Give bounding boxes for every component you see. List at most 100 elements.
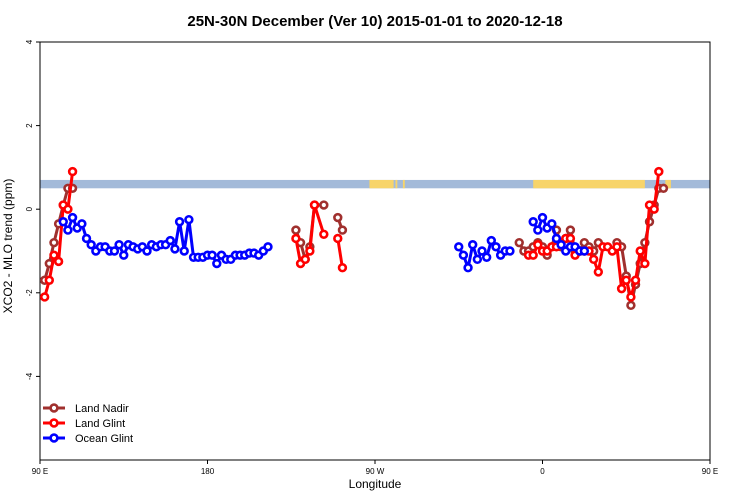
y-axis-label: XCO2 - MLO trend (ppm) <box>1 179 15 314</box>
series-point-2-64 <box>551 233 562 244</box>
series-point-2-0 <box>58 217 68 227</box>
series-point-2-26 <box>179 246 189 256</box>
series-point-2-57 <box>505 246 515 256</box>
land-band-3 <box>533 179 645 189</box>
series-point-2-46 <box>454 242 464 252</box>
legend-marker-0 <box>49 403 59 413</box>
legend-marker-1 <box>49 418 59 428</box>
series-point-0-47 <box>658 183 669 194</box>
series-point-1-6 <box>67 166 78 177</box>
series-point-2-2 <box>67 212 78 223</box>
series-point-2-54 <box>491 242 501 252</box>
x-axis: 90 E 180 90 W 0 90 E <box>32 460 718 476</box>
series-point-2-1 <box>63 225 73 235</box>
series-point-0-2 <box>49 237 59 248</box>
series-point-2-33 <box>212 258 222 269</box>
series-point-2-60 <box>533 225 543 235</box>
series-point-1-2 <box>49 250 59 260</box>
series-point-1-27 <box>565 233 576 244</box>
y-tick-label-0: -4 <box>25 372 34 380</box>
series-point-1-46 <box>654 166 664 177</box>
series-point-1-20 <box>533 240 543 250</box>
land-band-4 <box>665 179 671 189</box>
series-point-1-5 <box>63 204 73 214</box>
legend-label-1: Land Glint <box>75 418 125 430</box>
series-layer <box>39 166 669 311</box>
series-point-1-10 <box>300 254 310 265</box>
series-point-2-6 <box>86 240 96 250</box>
legend-marker-2 <box>49 433 59 443</box>
series-point-1-40 <box>626 292 636 302</box>
series-point-2-5 <box>81 233 92 244</box>
series-line-1-2 <box>336 238 344 268</box>
series-point-1-0 <box>39 292 50 302</box>
series-point-2-11 <box>109 246 120 256</box>
series-point-1-38 <box>616 283 627 294</box>
series-point-2-63 <box>547 219 557 229</box>
series-point-1-41 <box>630 275 641 285</box>
series-point-1-32 <box>588 254 599 265</box>
series-point-2-12 <box>114 240 124 250</box>
land-band-2 <box>402 179 405 189</box>
series-point-0-29 <box>565 225 576 235</box>
series-point-2-32 <box>207 250 217 260</box>
series-point-2-52 <box>481 252 492 262</box>
series-point-2-65 <box>556 240 566 250</box>
series-point-1-13 <box>319 229 329 239</box>
series-point-1-39 <box>621 275 631 285</box>
x-axis-label: Longitude <box>349 477 402 491</box>
series-point-2-53 <box>486 235 497 246</box>
land-ocean-band <box>40 179 710 189</box>
series-point-0-13 <box>319 200 329 210</box>
series-point-1-16 <box>337 263 348 273</box>
series-point-1-12 <box>309 200 320 210</box>
series-point-2-4 <box>77 219 87 229</box>
x-tick-label-0: 90 E <box>32 467 48 476</box>
series-point-1-43 <box>640 258 650 269</box>
series-point-2-48 <box>463 263 473 273</box>
series-point-2-18 <box>142 246 152 256</box>
series-point-2-49 <box>468 240 478 250</box>
y-tick-label-2: 0 <box>25 206 34 211</box>
series-point-2-24 <box>170 244 180 254</box>
series-point-1-8 <box>291 233 301 244</box>
series-point-1-1 <box>44 275 55 285</box>
x-tick-label-1: 180 <box>201 467 215 476</box>
series-point-0-8 <box>291 225 301 235</box>
series-point-1-42 <box>635 246 645 256</box>
series-point-2-23 <box>165 235 175 246</box>
series-point-2-27 <box>184 214 194 225</box>
series-point-1-15 <box>333 233 343 244</box>
x-tick-label-2: 90 W <box>366 467 385 476</box>
legend-label-2: Ocean Glint <box>75 433 133 445</box>
series-point-2-61 <box>537 212 548 223</box>
series-point-2-70 <box>579 246 590 256</box>
series-point-1-45 <box>649 204 659 214</box>
series-point-2-44 <box>263 242 273 252</box>
series-point-2-13 <box>119 250 129 260</box>
y-tick-label-3: 2 <box>25 123 34 128</box>
series-point-0-16 <box>337 225 348 235</box>
series-point-1-33 <box>593 267 604 277</box>
land-band-0 <box>369 179 394 189</box>
series-point-2-25 <box>174 217 185 227</box>
chart-title: 25N-30N December (Ver 10) 2015-01-01 to … <box>187 13 562 30</box>
legend-label-0: Land Nadir <box>75 403 129 415</box>
series-point-2-47 <box>458 250 469 260</box>
y-tick-label-1: -2 <box>25 289 34 297</box>
series-point-0-40 <box>626 300 636 311</box>
y-axis: -4 -2 0 2 4 <box>25 39 40 380</box>
y-tick-label-4: 4 <box>25 39 34 44</box>
series-point-2-59 <box>528 217 538 227</box>
x-tick-label-3: 0 <box>540 467 545 476</box>
series-point-1-37 <box>612 242 622 252</box>
series-point-0-15 <box>333 212 343 223</box>
legend: Land Nadir Land Glint Ocean Glint <box>43 403 133 445</box>
series-point-2-50 <box>472 254 483 265</box>
series-2 <box>58 212 590 273</box>
series-point-1-3 <box>53 256 64 267</box>
series-point-1-19 <box>528 250 538 260</box>
series-point-1-11 <box>305 246 315 256</box>
x-tick-label-4: 90 E <box>702 467 718 476</box>
